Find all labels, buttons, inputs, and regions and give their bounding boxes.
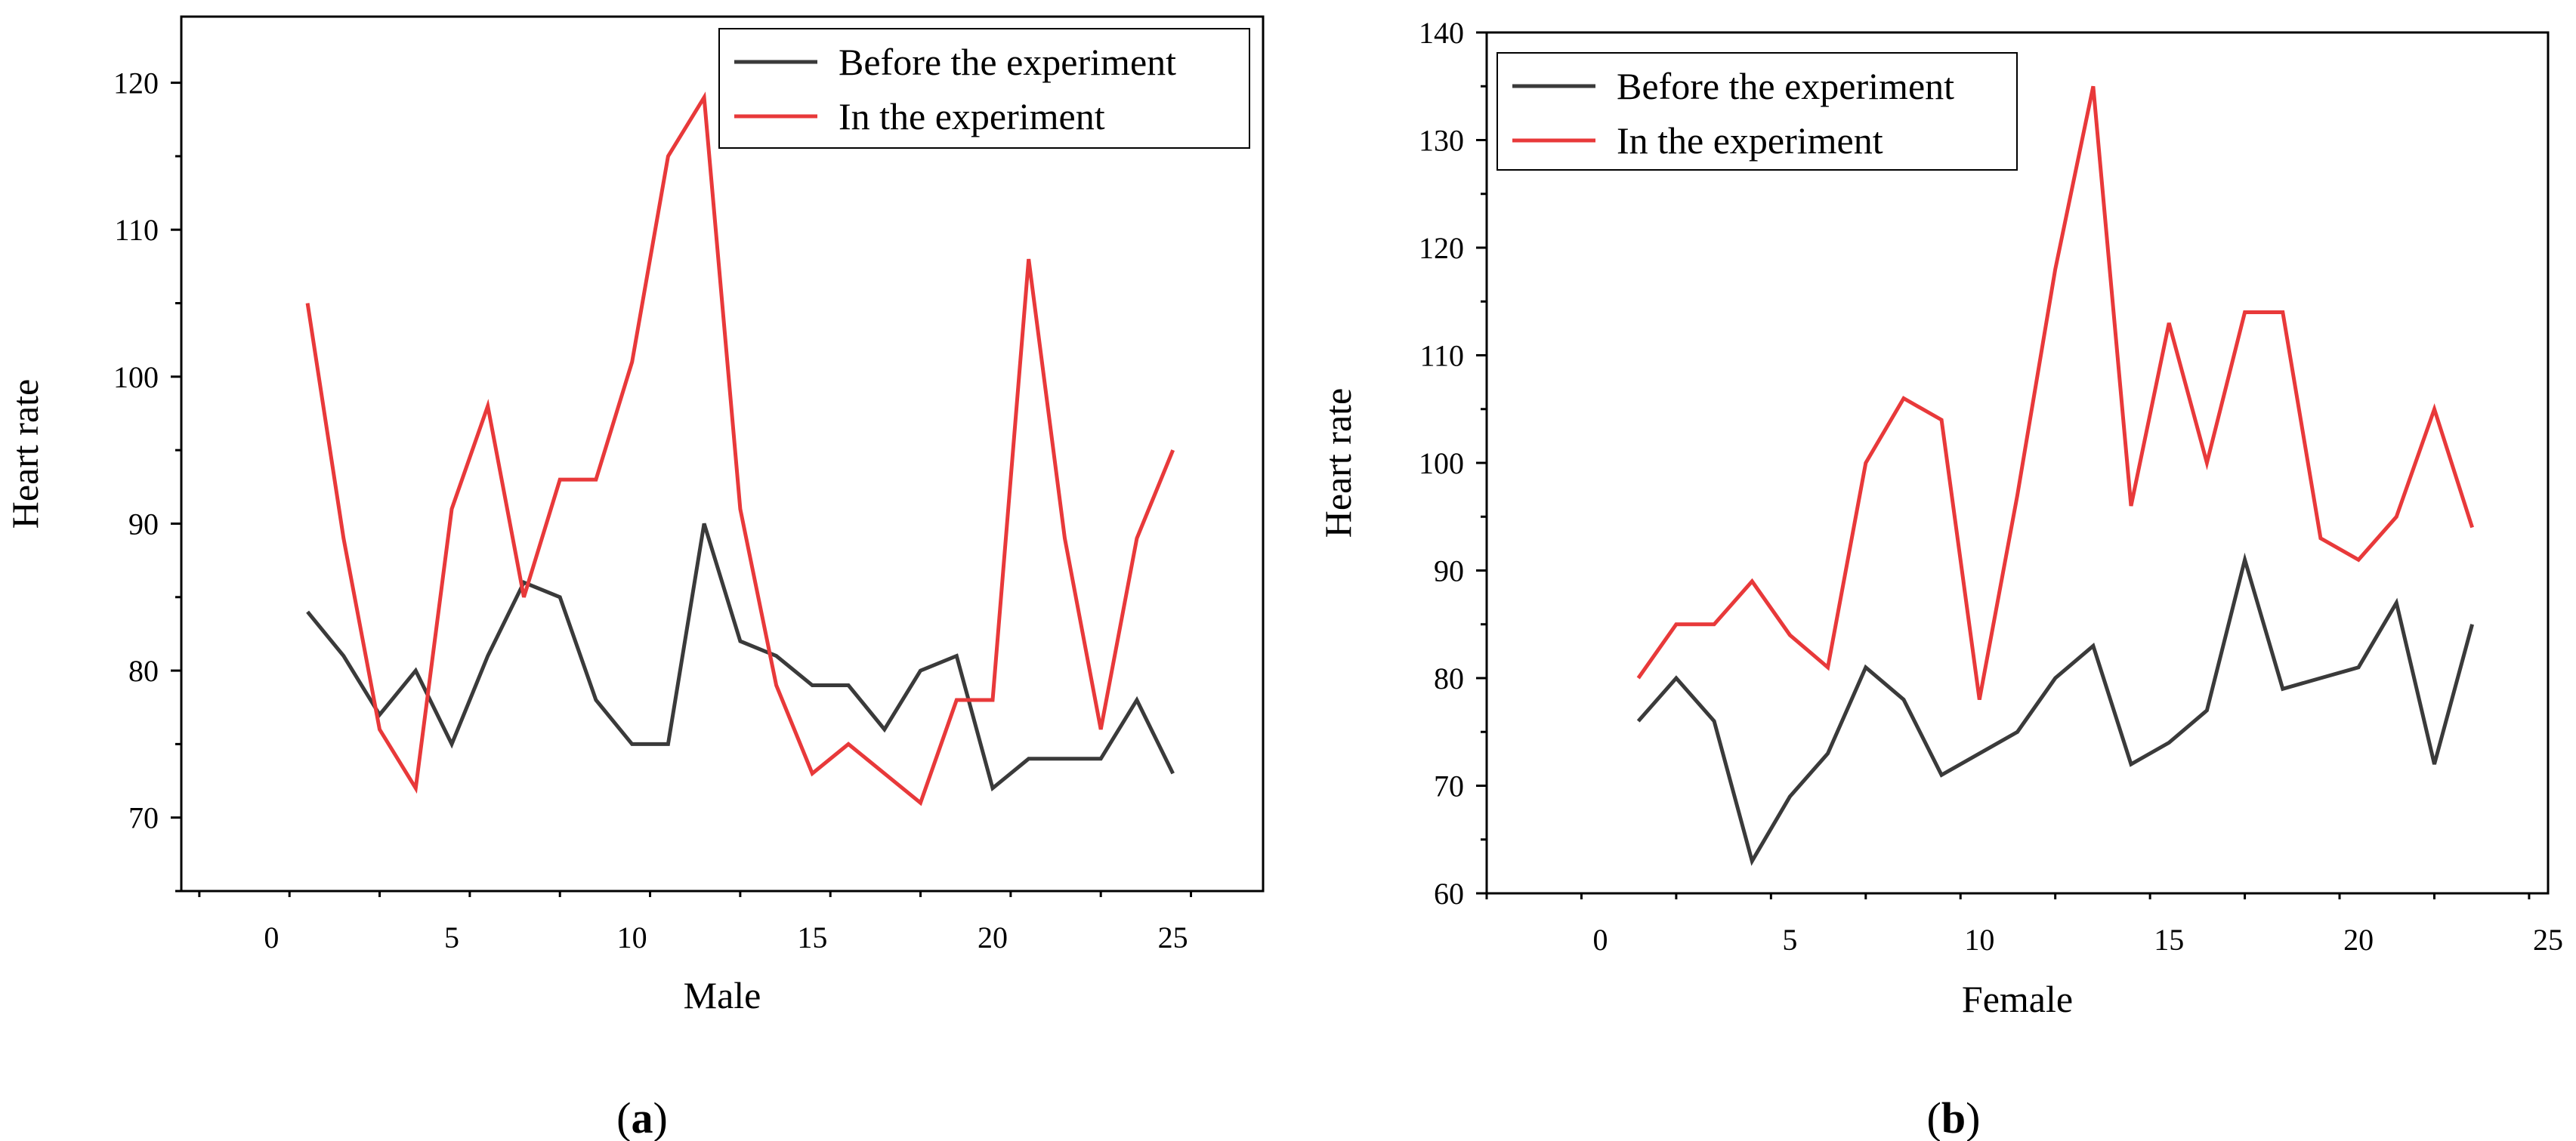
x-tick-label: 10 bbox=[617, 921, 647, 954]
y-tick-label: 90 bbox=[1434, 554, 1464, 588]
y-tick-label: 90 bbox=[128, 507, 159, 541]
y-tick-label: 140 bbox=[1419, 16, 1464, 50]
y-tick-label: 120 bbox=[113, 66, 159, 100]
y-tick-label: 130 bbox=[1419, 124, 1464, 158]
legend-label: Before the experiment bbox=[839, 41, 1176, 83]
y-tick-label: 100 bbox=[1419, 446, 1464, 480]
legend-label: In the experiment bbox=[839, 95, 1105, 137]
y-tick-label: 120 bbox=[1419, 231, 1464, 265]
series-during bbox=[305, 91, 1175, 806]
x-tick-label: 0 bbox=[1593, 923, 1608, 957]
plot-frame bbox=[180, 15, 1265, 893]
series-before bbox=[1636, 552, 2475, 866]
y-tick-label: 100 bbox=[113, 360, 159, 394]
x-axis-title: Male bbox=[684, 974, 761, 1016]
y-tick-label: 110 bbox=[1419, 339, 1464, 373]
x-tick-label: 10 bbox=[1964, 923, 1994, 957]
x-tick-label: 15 bbox=[797, 921, 827, 954]
x-tick-label: 25 bbox=[1158, 921, 1188, 954]
legend-box bbox=[718, 28, 1250, 149]
y-tick-label: 80 bbox=[128, 654, 159, 688]
series-line bbox=[1636, 85, 2474, 700]
x-axis-title: Female bbox=[1962, 978, 2073, 1020]
legend: Before the experiment In the experiment bbox=[1496, 52, 2018, 171]
series-during bbox=[1636, 85, 2474, 700]
x-tick-label: 15 bbox=[2154, 923, 2184, 957]
y-tick-label: 110 bbox=[114, 213, 159, 247]
chart-b: 0 5 10 15 20 25 60 70 80 90 100 110 120 130 140 Female H… bbox=[1317, 16, 2563, 1020]
legend-label: In the experiment bbox=[1617, 119, 1883, 162]
series-before bbox=[306, 523, 1175, 792]
x-tick-label: 25 bbox=[2533, 923, 2563, 957]
x-tick-label: 20 bbox=[978, 921, 1008, 954]
legend: Before the experiment In the experiment bbox=[718, 28, 1250, 149]
legend-box bbox=[1496, 52, 2018, 171]
y-axis-title: Heart rate bbox=[1317, 388, 1359, 538]
panel-label-b: (b) bbox=[1927, 1093, 1981, 1141]
series-line bbox=[305, 91, 1175, 806]
x-tick-label: 20 bbox=[2343, 923, 2374, 957]
y-tick-label: 80 bbox=[1434, 661, 1464, 695]
y-tick-label: 70 bbox=[1434, 769, 1464, 803]
x-tick-label: 0 bbox=[264, 921, 279, 954]
series-line bbox=[306, 523, 1175, 792]
chart-a: 0 5 10 15 20 25 70 80 90 100 110 120 Male Heart rate B… bbox=[4, 15, 1265, 1016]
y-tick-label: 60 bbox=[1434, 877, 1464, 911]
y-tick-label: 70 bbox=[128, 801, 159, 835]
x-tick-label: 5 bbox=[1782, 923, 1797, 957]
series-line bbox=[1636, 552, 2475, 866]
y-axis-title: Heart rate bbox=[4, 379, 46, 529]
x-tick-label: 5 bbox=[444, 921, 459, 954]
legend-label: Before the experiment bbox=[1617, 65, 1954, 107]
panel-label-a: (a) bbox=[616, 1093, 668, 1141]
